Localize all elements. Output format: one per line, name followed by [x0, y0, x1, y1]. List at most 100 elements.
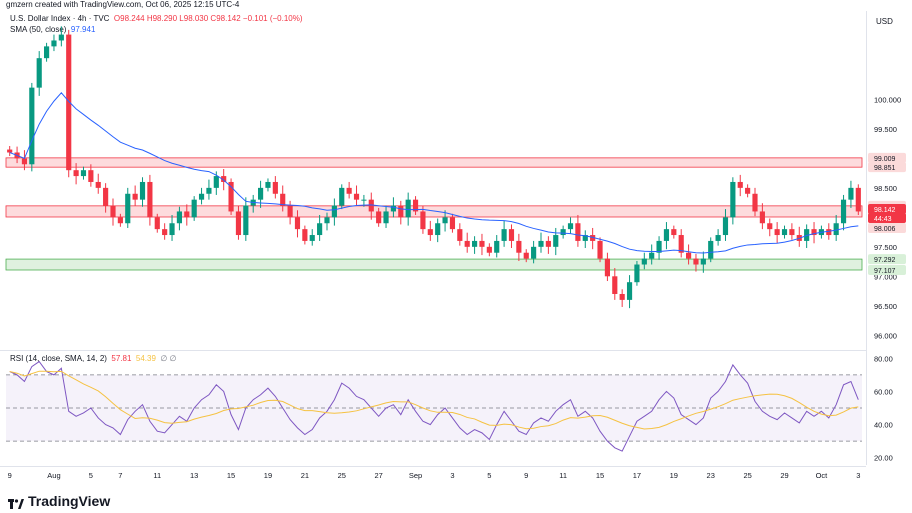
candle-body[interactable]	[412, 199, 419, 212]
candle-body[interactable]	[671, 229, 677, 236]
candle-body[interactable]	[162, 229, 168, 236]
candle-body[interactable]	[752, 193, 758, 212]
candle-body[interactable]	[715, 235, 721, 241]
candle-body[interactable]	[612, 276, 618, 294]
candle-body[interactable]	[567, 223, 574, 230]
candle-body[interactable]	[361, 199, 367, 201]
resistance-zone[interactable]	[5, 157, 863, 168]
candle-body[interactable]	[693, 258, 699, 265]
candle-body[interactable]	[139, 181, 146, 200]
candle-body[interactable]	[176, 211, 182, 224]
candle-body[interactable]	[560, 229, 566, 236]
candle-body[interactable]	[317, 223, 323, 236]
candle-body[interactable]	[280, 193, 286, 206]
candle-body[interactable]	[36, 58, 42, 88]
candle-body[interactable]	[243, 205, 249, 236]
candle-body[interactable]	[287, 205, 293, 218]
candle-body[interactable]	[486, 246, 492, 253]
candle-body[interactable]	[331, 205, 337, 218]
candle-body[interactable]	[855, 187, 861, 212]
candle-body[interactable]	[745, 187, 751, 194]
candle-body[interactable]	[848, 187, 854, 200]
candle-body[interactable]	[708, 240, 714, 259]
candle-body[interactable]	[324, 217, 330, 224]
sma-legend[interactable]: SMA (50, close) 97.941	[10, 25, 95, 34]
candle-body[interactable]	[198, 193, 205, 200]
candle-body[interactable]	[833, 223, 839, 236]
candle-body[interactable]	[619, 293, 625, 300]
candle-body[interactable]	[80, 170, 87, 177]
candle-body[interactable]	[147, 181, 153, 218]
candle-body[interactable]	[383, 211, 389, 224]
candle-body[interactable]	[686, 252, 692, 259]
candle-body[interactable]	[339, 187, 345, 206]
candle-body[interactable]	[597, 240, 603, 259]
candle-body[interactable]	[508, 229, 515, 241]
candle-body[interactable]	[309, 235, 315, 241]
candle-body[interactable]	[811, 229, 817, 236]
candle-body[interactable]	[184, 211, 190, 218]
candle-body[interactable]	[590, 235, 596, 241]
candle-body[interactable]	[737, 181, 743, 188]
candle-body[interactable]	[103, 187, 109, 206]
candle-body[interactable]	[221, 176, 227, 182]
candle-body[interactable]	[781, 229, 788, 236]
symbol-legend[interactable]: U.S. Dollar Index · 4h · TVC O98.244 H98…	[10, 14, 303, 23]
candle-body[interactable]	[427, 229, 433, 236]
candle-body[interactable]	[73, 170, 79, 177]
candle-body[interactable]	[206, 187, 212, 194]
candle-body[interactable]	[722, 217, 729, 236]
candle-body[interactable]	[191, 199, 197, 218]
candle-body[interactable]	[58, 34, 64, 41]
candle-body[interactable]	[154, 217, 160, 230]
candle-body[interactable]	[29, 87, 35, 165]
candle-body[interactable]	[604, 258, 610, 277]
candle-body[interactable]	[258, 187, 264, 200]
pane-separator[interactable]	[0, 350, 866, 351]
rsi-ma-line[interactable]	[9, 370, 859, 430]
candle-body[interactable]	[663, 229, 670, 241]
candle-body[interactable]	[656, 240, 662, 253]
candle-body[interactable]	[88, 170, 94, 182]
candle-body[interactable]	[125, 193, 131, 224]
candle-body[interactable]	[449, 217, 456, 230]
candle-body[interactable]	[405, 199, 411, 218]
candle-body[interactable]	[302, 229, 308, 241]
candle-body[interactable]	[641, 258, 647, 265]
candle-body[interactable]	[21, 158, 28, 165]
candle-body[interactable]	[44, 46, 50, 59]
candle-body[interactable]	[132, 193, 138, 200]
candle-body[interactable]	[538, 240, 544, 247]
candle-body[interactable]	[457, 229, 463, 241]
candle-body[interactable]	[826, 229, 832, 236]
candle-body[interactable]	[494, 240, 500, 253]
candle-body[interactable]	[265, 181, 271, 188]
candle-body[interactable]	[464, 240, 470, 247]
candle-body[interactable]	[531, 246, 537, 259]
candle-body[interactable]	[51, 40, 57, 47]
candle-body[interactable]	[840, 199, 847, 224]
rsi-line[interactable]	[9, 360, 859, 452]
candle-body[interactable]	[575, 223, 581, 241]
candle-body[interactable]	[523, 252, 529, 259]
candle-body[interactable]	[353, 193, 360, 200]
candle-body[interactable]	[634, 264, 640, 283]
candle-body[interactable]	[730, 181, 736, 218]
candle-body[interactable]	[169, 223, 175, 236]
support-zone[interactable]	[5, 258, 863, 271]
candle-body[interactable]	[678, 235, 684, 253]
candle-body[interactable]	[516, 240, 522, 253]
candle-body[interactable]	[479, 240, 485, 247]
chart-canvas[interactable]: 96.000 96.500 97.000 97.500 98.500 99.500 100.…	[0, 0, 912, 490]
candle-body[interactable]	[294, 217, 301, 230]
candle-body[interactable]	[228, 181, 234, 212]
candle-body[interactable]	[767, 223, 773, 230]
currency-label[interactable]: USD	[876, 17, 893, 26]
candle-body[interactable]	[7, 149, 13, 153]
price-axis[interactable]	[866, 11, 912, 465]
candle-body[interactable]	[545, 240, 551, 247]
candle-body[interactable]	[789, 229, 795, 236]
candle-body[interactable]	[235, 211, 242, 236]
candle-body[interactable]	[346, 187, 352, 194]
tradingview-logo[interactable]: TradingView	[8, 493, 110, 509]
